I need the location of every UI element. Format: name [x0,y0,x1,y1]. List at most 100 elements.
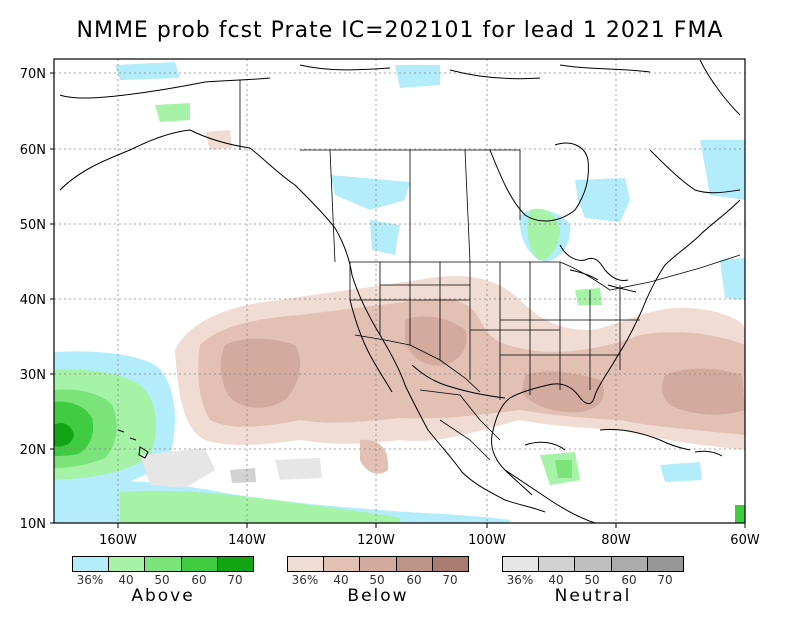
probability-shading [54,59,745,523]
above-alaska-1 [115,62,180,80]
above-antilles [660,462,702,482]
above-greatlakes-green [527,208,560,261]
graticule [54,59,745,523]
lon-label-60w: 60W [730,533,760,548]
map-title: NMME prob fcst Prate IC=202101 for lead … [76,18,724,43]
legend-neutral-swatch [539,557,576,571]
lat-label-60n: 60N [20,143,46,158]
us-mexico-border [354,334,481,393]
canada-provinces [300,149,521,263]
legend-tick: 70 [657,573,673,587]
above-arctic [395,65,440,88]
hispaniola [694,450,723,457]
below-core-gulf [522,371,604,413]
neutral-patch-3 [230,468,256,483]
latitude-labels: 70N 60N 50N 40N 30N 20N 10N [20,67,46,532]
legend-neutral-swatch [611,557,648,571]
coastlines [59,59,741,523]
greenland-edge [699,59,741,116]
above-alaska-2 [155,103,190,122]
cuba [599,429,691,451]
legend-tick: 70 [442,573,458,587]
below-band-inner [198,298,745,435]
longitude-labels: 160W 140W 120W 100W 80W 60W [99,533,760,548]
below-patch-mexico-south [360,439,389,474]
legend-neutral-ticks: 36% 40 50 60 70 [502,572,684,587]
lon-label-140w: 140W [228,533,266,548]
legend-above-ticks: 36% 40 50 60 70 [72,572,254,587]
legend-below-ticks: 36% 40 50 60 70 [287,572,469,587]
legend-below-bar [287,556,469,572]
legend-tick: 50 [154,573,170,587]
legend-below-swatch [360,557,397,571]
legend-neutral-title: Neutral [554,586,632,606]
canada-us-border [350,254,741,291]
below-core-atlantic [661,368,745,415]
neutral-patch-1 [140,448,215,488]
legend-below-swatch [324,557,361,571]
legend-tick: 36% [291,573,319,587]
yucatan [524,441,566,451]
legend-tick: 50 [584,573,600,587]
lon-label-100w: 100W [468,533,506,548]
alaska-coast [59,129,546,513]
above-caribbean-2 [555,460,572,478]
legend-above-swatch [217,557,254,571]
us-states-east [470,262,640,400]
legend-tick: 36% [76,573,104,587]
map-frame [53,58,746,524]
legend-neutral: 36% 40 50 60 70 Neutral [502,556,684,606]
above-east-1 [720,258,745,300]
above-cabo [735,505,745,523]
legend-above-bar [72,556,254,572]
legend-neutral-swatch [575,557,612,571]
above-canada-2 [370,220,400,255]
above-bottom-green [120,490,400,523]
gulf-coast [411,364,506,399]
lon-label-120w: 120W [357,533,395,548]
lat-label-20n: 20N [20,443,46,458]
legend-below: 36% 40 50 60 70 Below [287,556,469,606]
lat-label-40n: 40N [20,293,46,308]
legend-tick: 40 [548,573,564,587]
central-america [504,469,596,523]
labrador [649,149,741,194]
neutral-patch-2 [275,458,322,480]
hudson-bay [489,142,589,222]
alaska-north [59,77,271,99]
legend-above-swatch [145,557,182,571]
lat-label-30n: 30N [20,368,46,383]
below-core-pacific [220,338,301,408]
legend-neutral-swatch [503,557,540,571]
below-core-mexico [405,316,467,366]
legend-above-title: Above [131,586,195,606]
legend-neutral-swatch [647,557,684,571]
lat-label-50n: 50N [20,218,46,233]
legend-below-title: Below [347,586,409,606]
legend-above: 36% 40 50 60 70 Above [72,556,254,606]
legend-tick: 60 [406,573,422,587]
legend-below-swatch [288,557,325,571]
lat-label-10n: 10N [20,517,46,532]
arctic-islands [299,64,651,80]
legend-tick: 40 [118,573,134,587]
above-ne-canada [700,140,745,200]
legend-tick: 60 [621,573,637,587]
above-canada-1 [330,175,410,210]
legend-tick: 36% [506,573,534,587]
legend-above-swatch [109,557,146,571]
legend-tick: 50 [369,573,385,587]
east-coast [491,199,741,496]
legend-tick: 40 [333,573,349,587]
lat-label-70n: 70N [20,67,46,82]
legend-below-swatch [396,557,433,571]
above-hawaii-70 [54,423,74,447]
political-borders [239,80,741,461]
lon-label-80w: 80W [601,533,631,548]
lon-label-160w: 160W [99,533,137,548]
baja [349,299,393,393]
hawaii-islands [117,429,149,459]
above-ohio [575,288,602,305]
legend-below-swatch [432,557,469,571]
